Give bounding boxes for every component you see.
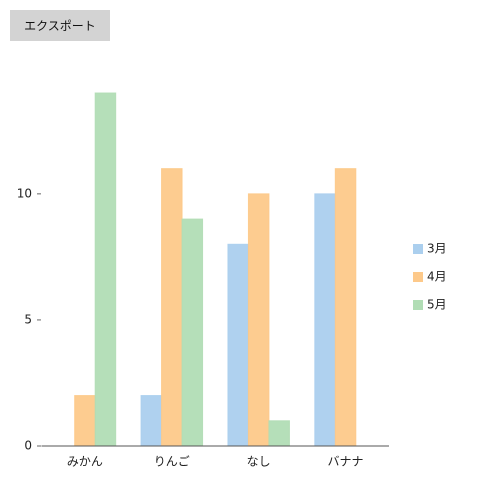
bar bbox=[181, 218, 204, 447]
bar bbox=[94, 92, 117, 447]
bar bbox=[74, 395, 96, 447]
legend-label: 4月 bbox=[427, 270, 447, 284]
x-tick-label: バナナ bbox=[328, 455, 364, 469]
x-tick-label: なし bbox=[247, 455, 271, 469]
y-tick-label: 10 bbox=[17, 186, 32, 200]
bar bbox=[161, 168, 183, 447]
bar bbox=[268, 420, 290, 447]
legend-label: 5月 bbox=[427, 298, 447, 312]
export-button[interactable]: エクスポート bbox=[10, 10, 110, 41]
legend-label: 3月 bbox=[427, 242, 447, 256]
bar bbox=[334, 168, 357, 447]
bar bbox=[314, 193, 336, 447]
x-tick-label: みかん bbox=[67, 455, 103, 469]
bar bbox=[227, 243, 249, 447]
legend-swatch bbox=[413, 244, 423, 254]
y-tick-label: 0 bbox=[24, 439, 32, 453]
bar bbox=[247, 193, 270, 447]
bar bbox=[140, 395, 163, 447]
legend-swatch bbox=[413, 300, 423, 310]
legend-swatch bbox=[413, 272, 423, 282]
y-tick-label: 5 bbox=[24, 312, 32, 326]
x-tick-label: りんご bbox=[154, 454, 190, 469]
